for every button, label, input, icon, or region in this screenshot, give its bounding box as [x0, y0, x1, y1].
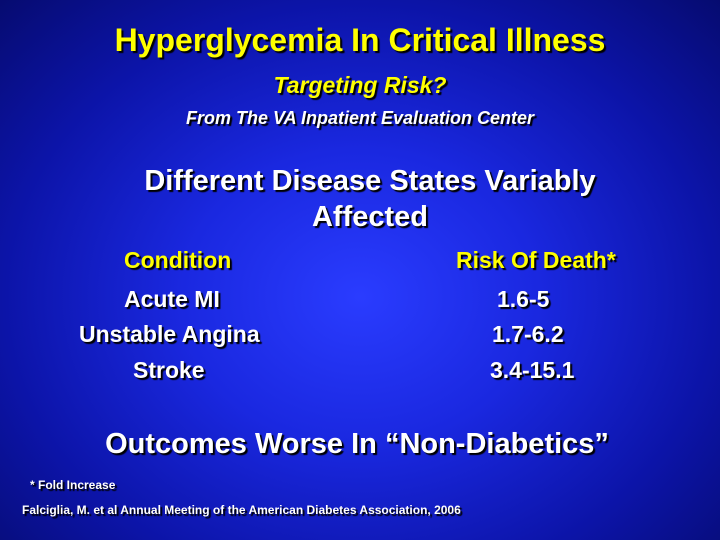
slide-title: Hyperglycemia In Critical Illness: [114, 22, 606, 58]
footnote: * Fold Increase: [30, 478, 116, 492]
risk-cell: 1.7-6.2: [492, 321, 564, 347]
condition-cell: Acute MI: [124, 286, 220, 312]
condition-cell: Unstable Angina: [79, 321, 260, 347]
condition-header: Condition: [124, 247, 232, 273]
condition-cell: Stroke: [133, 357, 205, 383]
slide-subtitle: Targeting Risk?: [273, 72, 447, 98]
source-line: From The VA Inpatient Evaluation Center: [185, 108, 535, 128]
outcomes-statement: Outcomes Worse In “Non-Diabetics”: [105, 428, 609, 460]
risk-header: Risk Of Death*: [456, 247, 616, 273]
section-heading-line-1: Different Disease States Variably: [144, 165, 596, 197]
risk-cell: 1.6-5: [497, 286, 550, 312]
section-heading: Different Disease States Variably Affect…: [0, 163, 720, 235]
section-heading-line-2: Affected: [311, 201, 428, 233]
risk-cell: 3.4-15.1: [490, 357, 575, 383]
citation: Falciglia, M. et al Annual Meeting of th…: [22, 503, 461, 517]
